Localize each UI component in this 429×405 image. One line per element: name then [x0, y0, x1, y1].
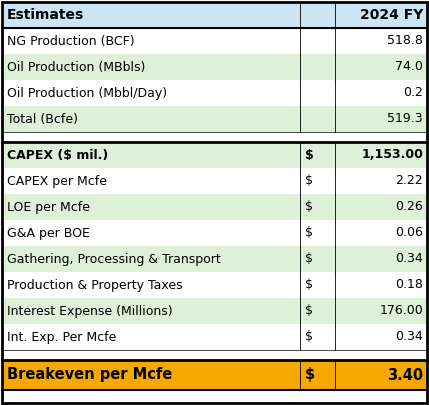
- Text: 0.18: 0.18: [395, 279, 423, 292]
- Text: $: $: [305, 252, 313, 266]
- Text: $: $: [305, 200, 313, 213]
- Text: $: $: [305, 367, 315, 382]
- Text: $: $: [305, 175, 313, 188]
- Text: 1,153.00: 1,153.00: [361, 149, 423, 162]
- Text: 518.8: 518.8: [387, 34, 423, 47]
- Text: Oil Production (MBbls): Oil Production (MBbls): [7, 60, 145, 73]
- Text: CAPEX ($ mil.): CAPEX ($ mil.): [7, 149, 108, 162]
- Text: NG Production (BCF): NG Production (BCF): [7, 34, 135, 47]
- Bar: [2, 80, 427, 106]
- Bar: [2, 194, 427, 220]
- Bar: [2, 142, 427, 168]
- Text: Total (Bcfe): Total (Bcfe): [7, 113, 78, 126]
- Text: Oil Production (Mbbl/Day): Oil Production (Mbbl/Day): [7, 87, 167, 100]
- Text: Gathering, Processing & Transport: Gathering, Processing & Transport: [7, 252, 221, 266]
- Text: LOE per Mcfe: LOE per Mcfe: [7, 200, 90, 213]
- Text: Int. Exp. Per Mcfe: Int. Exp. Per Mcfe: [7, 330, 116, 343]
- Text: $: $: [305, 149, 314, 162]
- Bar: [2, 168, 427, 194]
- Text: Estimates: Estimates: [7, 8, 84, 22]
- Text: 0.26: 0.26: [395, 200, 423, 213]
- Text: Production & Property Taxes: Production & Property Taxes: [7, 279, 183, 292]
- Text: $: $: [305, 305, 313, 318]
- Bar: [2, 54, 427, 80]
- Text: 3.40: 3.40: [387, 367, 423, 382]
- Text: 2.22: 2.22: [396, 175, 423, 188]
- Bar: [2, 132, 427, 142]
- Text: 0.34: 0.34: [395, 330, 423, 343]
- Text: $: $: [305, 279, 313, 292]
- Bar: [2, 246, 427, 272]
- Bar: [2, 28, 427, 54]
- Bar: [2, 298, 427, 324]
- Text: 0.06: 0.06: [395, 226, 423, 239]
- Text: CAPEX per Mcfe: CAPEX per Mcfe: [7, 175, 107, 188]
- Bar: [2, 220, 427, 246]
- Bar: [2, 2, 427, 28]
- Text: G&A per BOE: G&A per BOE: [7, 226, 90, 239]
- Bar: [2, 360, 427, 390]
- Text: 0.34: 0.34: [395, 252, 423, 266]
- Text: Interest Expense (Millions): Interest Expense (Millions): [7, 305, 172, 318]
- Text: 2024 FY: 2024 FY: [360, 8, 423, 22]
- Text: Breakeven per Mcfe: Breakeven per Mcfe: [7, 367, 172, 382]
- Bar: [2, 272, 427, 298]
- Text: 0.2: 0.2: [403, 87, 423, 100]
- Bar: [2, 106, 427, 132]
- Text: 176.00: 176.00: [379, 305, 423, 318]
- Bar: [2, 350, 427, 360]
- Text: $: $: [305, 226, 313, 239]
- Text: $: $: [305, 330, 313, 343]
- Bar: [2, 324, 427, 350]
- Text: 519.3: 519.3: [387, 113, 423, 126]
- Text: 74.0: 74.0: [395, 60, 423, 73]
